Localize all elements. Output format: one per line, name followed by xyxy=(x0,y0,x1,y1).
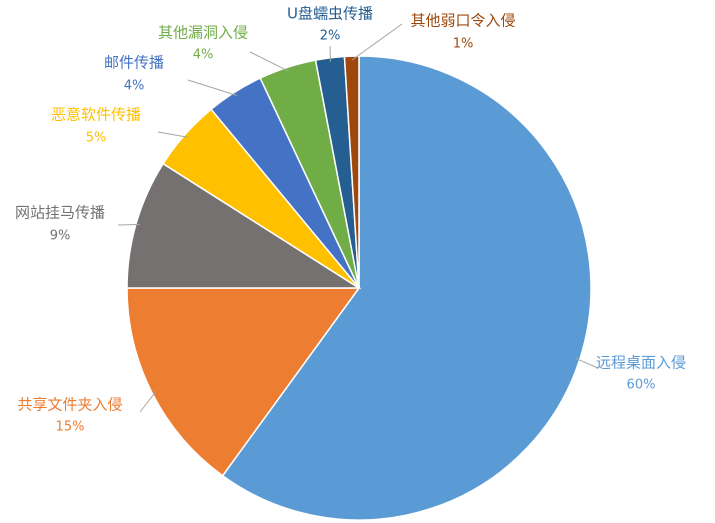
slice-label: 其他弱口令入侵 xyxy=(410,12,515,30)
slice-value-label: 2% xyxy=(320,29,341,44)
leader-line xyxy=(139,391,157,413)
slice-value-label: 5% xyxy=(86,131,107,146)
slice-label: 邮件传播 xyxy=(104,54,164,72)
leader-line xyxy=(117,223,141,226)
slice-value-label: 1% xyxy=(453,37,474,52)
slice-value-label: 4% xyxy=(193,48,214,63)
slice-label: 网站挂马传播 xyxy=(15,204,105,222)
slice-label: 其他漏洞入侵 xyxy=(158,24,248,42)
slice-value-label: 15% xyxy=(56,420,85,435)
leader-line xyxy=(575,357,599,369)
slice-label: 恶意软件传播 xyxy=(51,106,141,124)
slice-value-label: 9% xyxy=(50,229,71,244)
leader-line xyxy=(351,23,403,61)
pie-slice xyxy=(126,287,361,477)
slice-value-label: 60% xyxy=(627,378,656,393)
slice-label: U盘蠕虫传播 xyxy=(287,5,373,23)
leader-line xyxy=(249,51,289,72)
slice-label: 共享文件夹入侵 xyxy=(17,396,122,414)
leader-line xyxy=(187,79,237,96)
slice-label: 远程桌面入侵 xyxy=(596,354,686,372)
pie-slice xyxy=(126,162,362,289)
leader-line xyxy=(157,131,189,138)
slice-value-label: 4% xyxy=(124,79,145,94)
pie-slice xyxy=(343,55,360,289)
